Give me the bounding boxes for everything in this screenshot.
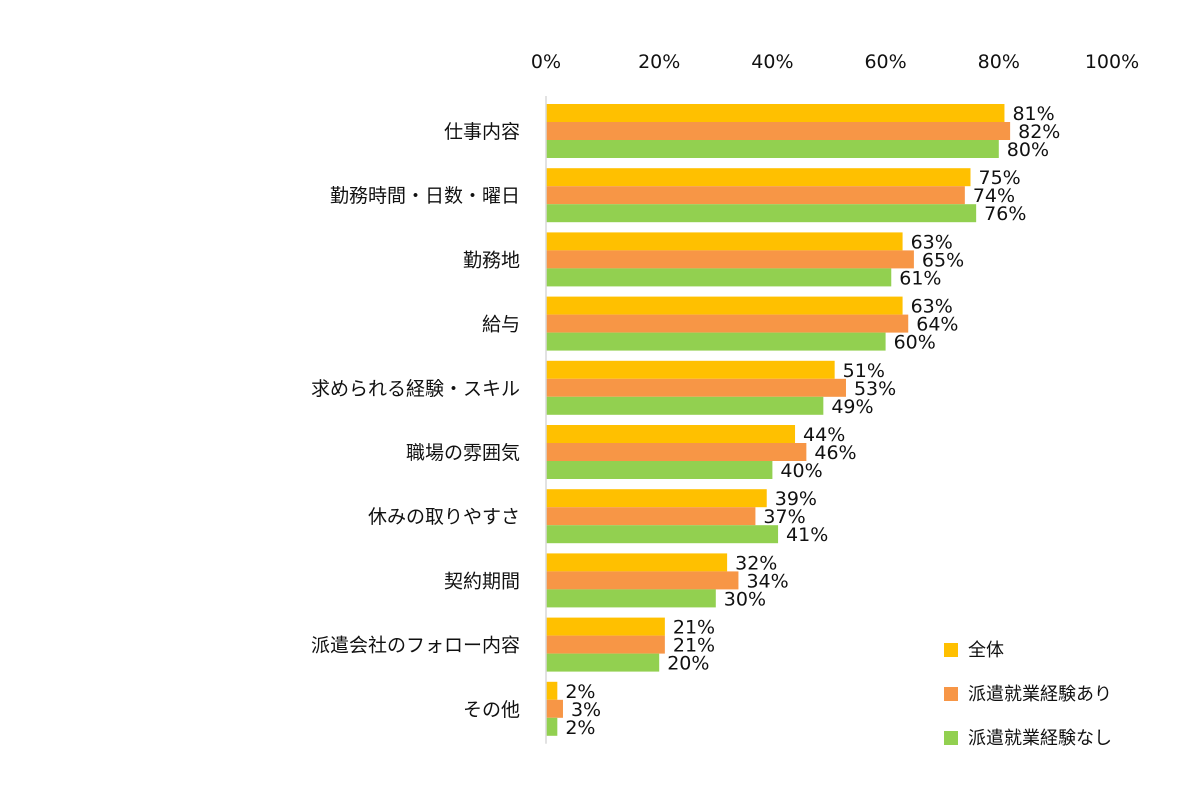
data-label: 2% <box>565 681 595 703</box>
category-label: 勤務地 <box>463 249 520 271</box>
legend-label: 全体 <box>968 640 1004 661</box>
bar-series-1-cat-2 <box>546 250 914 269</box>
bar-series-1-cat-9 <box>546 699 563 718</box>
data-label: 34% <box>746 570 788 592</box>
category-labels: 仕事内容勤務時間・日数・曜日勤務地給与求められる経験・スキル職場の雰囲気休みの取… <box>311 121 520 721</box>
bar-series-0-cat-7 <box>546 553 728 572</box>
data-label: 39% <box>775 488 817 510</box>
category-label: 給与 <box>482 314 520 336</box>
data-label: 49% <box>831 396 873 418</box>
bar-series-2-cat-3 <box>546 332 886 351</box>
x-tick-label: 80% <box>978 51 1020 73</box>
bar-series-0-cat-4 <box>546 360 835 379</box>
category-label: 仕事内容 <box>444 121 520 143</box>
data-label: 30% <box>724 588 766 610</box>
data-label: 61% <box>899 267 941 289</box>
bar-series-2-cat-6 <box>546 525 779 544</box>
data-label: 21% <box>673 617 715 639</box>
bar-series-1-cat-4 <box>546 378 846 397</box>
data-label: 65% <box>922 249 964 271</box>
bar-series-0-cat-1 <box>546 168 971 187</box>
category-label: その他 <box>463 699 520 721</box>
bar-series-1-cat-0 <box>546 122 1011 140</box>
data-label: 21% <box>673 635 715 657</box>
bar-series-0-cat-8 <box>546 617 665 636</box>
data-label: 44% <box>803 424 845 446</box>
data-label: 74% <box>973 185 1015 207</box>
bar-series-2-cat-4 <box>546 396 824 415</box>
legend-swatch <box>944 643 958 657</box>
bar-series-0-cat-3 <box>546 296 903 315</box>
bar-series-2-cat-9 <box>546 717 558 736</box>
bar-series-1-cat-3 <box>546 314 909 333</box>
data-label: 63% <box>911 231 953 253</box>
data-label: 76% <box>984 203 1026 225</box>
data-label: 75% <box>979 167 1021 189</box>
data-label: 37% <box>763 506 805 528</box>
x-tick-label: 0% <box>531 51 561 73</box>
x-axis-ticks: 0% 20% 40% 60% 80% 100% <box>531 51 1139 73</box>
data-label: 20% <box>667 653 709 675</box>
x-tick-label: 60% <box>864 51 906 73</box>
bar-series-0-cat-6 <box>546 489 767 508</box>
legend-label: 派遣就業経験なし <box>968 728 1112 749</box>
data-label: 81% <box>1012 103 1054 125</box>
data-label: 80% <box>1007 139 1049 161</box>
bar-series-2-cat-8 <box>546 653 660 672</box>
data-label: 32% <box>735 552 777 574</box>
data-label: 40% <box>780 460 822 482</box>
data-label: 51% <box>843 360 885 382</box>
bars <box>546 104 1011 736</box>
bar-series-2-cat-5 <box>546 461 773 479</box>
legend-swatch <box>944 687 958 701</box>
bar-series-2-cat-2 <box>546 268 892 287</box>
value-labels: 81%82%80%75%74%76%63%65%61%63%64%60%51%5… <box>565 103 1060 739</box>
data-label: 60% <box>894 332 936 354</box>
x-tick-label: 20% <box>638 51 680 73</box>
data-label: 2% <box>565 717 595 739</box>
data-label: 64% <box>916 314 958 336</box>
category-label: 契約期間 <box>444 570 520 592</box>
bar-series-1-cat-7 <box>546 571 739 590</box>
category-label: 休みの取りやすさ <box>368 506 520 528</box>
data-label: 63% <box>911 296 953 318</box>
data-label: 82% <box>1018 121 1060 143</box>
data-label: 53% <box>854 378 896 400</box>
category-label: 派遣会社のフォロー内容 <box>311 635 520 657</box>
category-label: 求められる経験・スキル <box>311 378 520 400</box>
data-label: 46% <box>814 442 856 464</box>
category-label: 勤務時間・日数・曜日 <box>330 185 520 207</box>
data-label: 41% <box>786 524 828 546</box>
category-label: 職場の雰囲気 <box>406 442 520 464</box>
x-tick-label: 100% <box>1085 51 1139 73</box>
bar-series-1-cat-6 <box>546 507 756 526</box>
x-tick-label: 40% <box>751 51 793 73</box>
legend-label: 派遣就業経験あり <box>968 684 1112 705</box>
bar-series-2-cat-0 <box>546 140 999 158</box>
bar-series-2-cat-1 <box>546 204 977 223</box>
bar-series-1-cat-5 <box>546 443 807 461</box>
bar-series-0-cat-9 <box>546 681 558 700</box>
data-label: 3% <box>571 699 601 721</box>
bar-series-2-cat-7 <box>546 589 716 608</box>
bar-series-1-cat-8 <box>546 635 665 654</box>
legend-swatch <box>944 731 958 745</box>
bar-series-1-cat-1 <box>546 186 965 205</box>
bar-series-0-cat-0 <box>546 104 1005 122</box>
bar-series-0-cat-2 <box>546 232 903 251</box>
bar-series-0-cat-5 <box>546 425 796 443</box>
